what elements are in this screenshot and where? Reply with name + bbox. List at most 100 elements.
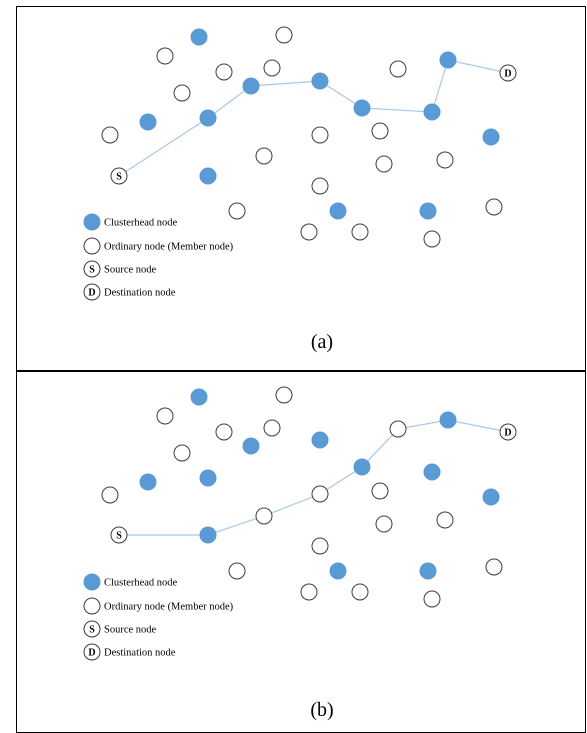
clusterhead-node [190,28,208,46]
legend-item-ordinary: Ordinary node (Member node) [83,597,234,615]
legend-label-source: Source node [104,265,157,276]
clusterhead-node [199,469,217,487]
legend-swatch-destination [83,283,101,301]
ordinary-node [263,59,281,77]
ordinary-node [300,583,318,601]
ordinary-node [101,486,119,504]
destination-node [499,64,517,82]
clusterhead-node [190,388,208,406]
route-path [118,59,509,177]
legend-swatch-ordinary [83,597,101,615]
ordinary-node [351,223,369,241]
clusterhead-node [419,562,437,580]
destination-node [499,423,517,441]
legend-letter-destination: D [88,288,95,299]
destination-node-letter: D [504,69,511,80]
clusterhead-node [329,202,347,220]
ordinary-node [275,386,293,404]
ordinary-node [173,444,191,462]
ordinary-node [375,515,393,533]
ordinary-node [156,407,174,425]
legend-item-source: S Source node [83,620,157,638]
legend-item-destination: D Destination node [83,643,176,661]
clusterhead-node [199,109,217,127]
legend-label-clusterhead: Clusterhead node [104,578,178,589]
legend-letter-source: S [89,265,95,276]
clusterhead-node [482,488,500,506]
legend-item-clusterhead: Clusterhead node [83,213,178,231]
clusterhead-node [199,526,217,544]
clusterhead-node [439,51,457,69]
legend-item-source: S Source node [83,260,157,278]
panel-border [16,6,586,371]
ordinary-node [228,562,246,580]
ordinary-node [389,60,407,78]
panel-b: S D Clusterhead node Ordinary node (Member … [16,371,586,733]
clusterhead-node [199,167,217,185]
ordinary-node [423,590,441,608]
legend-swatch-clusterhead [83,213,101,231]
clusterhead-node [423,463,441,481]
legend-swatch-source [83,620,101,638]
ordinary-node [215,63,233,81]
ordinary-node [423,230,441,248]
clusterhead-node [242,437,260,455]
ordinary-node [255,507,273,525]
ordinary-node [351,583,369,601]
ordinary-node [436,151,454,169]
clusterhead-node [311,431,329,449]
legend-item-ordinary: Ordinary node (Member node) [83,237,234,255]
ordinary-node [371,482,389,500]
ordinary-node [311,126,329,144]
legend-item-clusterhead: Clusterhead node [83,573,178,591]
clusterhead-node [353,99,371,117]
legend-letter-source: S [89,625,95,636]
clusterhead-node [242,77,260,95]
clusterhead-node [419,202,437,220]
legend-label-ordinary: Ordinary node (Member node) [104,242,234,253]
ordinary-node [311,537,329,555]
legend-label-destination: Destination node [104,288,176,299]
clusterhead-node [439,411,457,429]
legend-label-source: Source node [104,625,157,636]
ordinary-node [485,198,503,216]
ordinary-node [436,511,454,529]
ordinary-node [101,126,119,144]
legend-item-destination: D Destination node [83,283,176,301]
legend-swatch-source [83,260,101,278]
ordinary-node [228,202,246,220]
ordinary-node [389,420,407,438]
clusterhead-node [482,128,500,146]
legend-swatch-destination [83,643,101,661]
source-node-letter: S [116,531,122,542]
ordinary-node [173,84,191,102]
ordinary-node [275,26,293,44]
legend-label-clusterhead: Clusterhead node [104,218,178,229]
ordinary-node [485,558,503,576]
clusterhead-node [139,473,157,491]
ordinary-node [255,147,273,165]
source-node [110,526,128,544]
panel-caption: (a) [311,331,333,353]
legend-swatch-clusterhead [83,573,101,591]
clusterhead-node [311,72,329,90]
legend-label-destination: Destination node [104,648,176,659]
ordinary-node [300,223,318,241]
ordinary-node [215,423,233,441]
legend-letter-destination: D [88,648,95,659]
ordinary-node [371,122,389,140]
panel-border [16,371,586,733]
legend-swatch-ordinary [83,237,101,255]
source-node [110,167,128,185]
ordinary-node [311,485,329,503]
ordinary-node [263,419,281,437]
source-node-letter: S [116,172,122,183]
clusterhead-node [353,458,371,476]
legend-label-ordinary: Ordinary node (Member node) [104,602,234,613]
clusterhead-node [139,113,157,131]
clusterhead-node [329,562,347,580]
clusterhead-node [423,103,441,121]
destination-node-letter: D [504,428,511,439]
panel-caption: (b) [310,699,333,721]
